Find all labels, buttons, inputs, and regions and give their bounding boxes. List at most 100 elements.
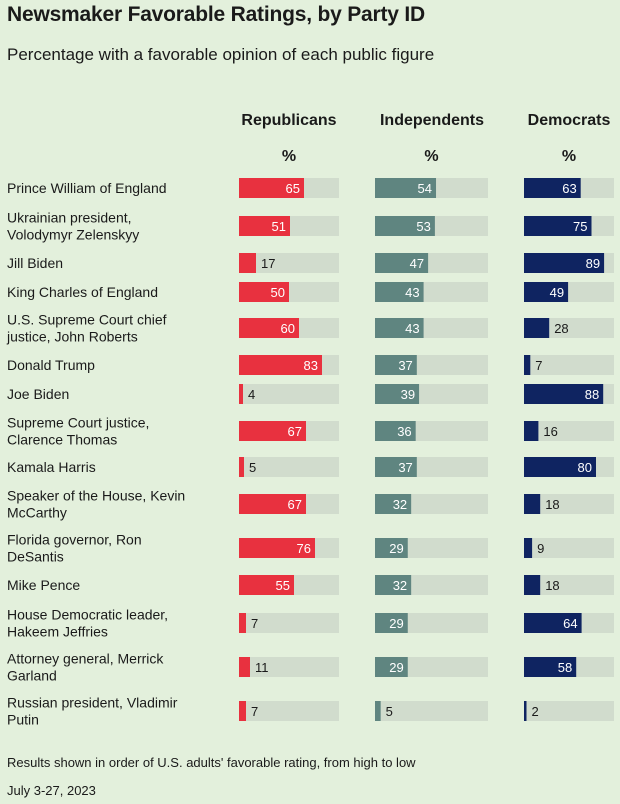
bar-track-democrats — [524, 355, 614, 375]
value-label-independents: 47 — [410, 256, 424, 271]
value-label-democrats: 9 — [537, 541, 544, 556]
bar-republicans-ukrainian-president-volodymyr-zelenskyy — [239, 216, 290, 236]
bar-independents-king-charles-of-england — [375, 282, 424, 302]
row-label-ukrainian-president-volodymyr-zelenskyy: Ukrainian president, Volodymyr Zelenskyy — [7, 210, 139, 243]
bar-republicans-speaker-of-the-house-kevin-mccarthy — [239, 494, 306, 514]
bar-track-republicans — [239, 701, 339, 721]
row-label-house-democratic-leader-hakeem-jeffries: House Democratic leader, Hakeem Jeffries — [7, 607, 168, 640]
bar-independents-house-democratic-leader-hakeem-jeffries — [375, 613, 408, 633]
bar-democrats-mike-pence — [524, 575, 541, 595]
value-label-democrats: 75 — [573, 219, 587, 234]
bar-independents-prince-william-of-england — [375, 178, 437, 198]
footnote-note: Results shown in order of U.S. adults' f… — [7, 755, 416, 770]
value-label-republicans: 60 — [281, 321, 295, 336]
chart-title: Newsmaker Favorable Ratings, by Party ID — [7, 3, 425, 26]
column-header-republicans: Republicans — [241, 112, 337, 129]
bar-independents-supreme-court-justice-clarence-thomas — [375, 421, 416, 441]
bar-track-independents — [375, 701, 488, 721]
percent-header-independents: % — [424, 148, 439, 165]
bar-republicans-kamala-harris — [239, 457, 244, 477]
bar-republicans-king-charles-of-england — [239, 282, 289, 302]
row-label-jill-biden: Jill Biden — [7, 255, 63, 271]
bar-independents-kamala-harris — [375, 457, 417, 477]
bar-track-democrats — [524, 575, 614, 595]
bar-independents-joe-biden — [375, 384, 420, 404]
value-label-democrats: 89 — [586, 256, 600, 271]
value-label-democrats: 7 — [535, 358, 542, 373]
value-label-republicans: 5 — [249, 460, 256, 475]
bar-track-republicans — [239, 457, 339, 477]
bar-republicans-florida-governor-ron-desantis — [239, 538, 315, 558]
bar-democrats-house-democratic-leader-hakeem-jeffries — [524, 613, 582, 633]
bar-republicans-u-s-supreme-court-chief-justice-john-roberts — [239, 318, 299, 338]
value-label-republicans: 17 — [261, 256, 275, 271]
value-label-independents: 43 — [405, 285, 419, 300]
value-label-democrats: 18 — [545, 497, 559, 512]
value-label-republicans: 67 — [288, 424, 302, 439]
value-label-republicans: 50 — [271, 285, 285, 300]
bar-democrats-donald-trump — [524, 355, 531, 375]
value-label-democrats: 16 — [543, 424, 557, 439]
percent-header-democrats: % — [561, 148, 577, 165]
footnote-date: July 3-27, 2023 — [7, 783, 96, 798]
bar-democrats-florida-governor-ron-desantis — [524, 538, 533, 558]
row-label-u-s-supreme-court-chief-justice-john-roberts: U.S. Supreme Court chief justice, John Ro… — [6, 312, 167, 345]
column-header-independents: Independents — [379, 112, 484, 129]
bar-republicans-joe-biden — [239, 384, 243, 404]
bar-track-republicans — [239, 657, 339, 677]
bar-democrats-prince-william-of-england — [524, 178, 581, 198]
value-label-democrats: 64 — [563, 616, 577, 631]
bar-independents-jill-biden — [375, 253, 429, 273]
row-label-kamala-harris: Kamala Harris — [7, 459, 96, 475]
bar-democrats-attorney-general-merrick-garland — [524, 657, 577, 677]
bar-independents-attorney-general-merrick-garland — [375, 657, 408, 677]
value-label-republicans: 7 — [251, 616, 258, 631]
row-label-donald-trump: Donald Trump — [7, 357, 95, 373]
value-label-democrats: 18 — [545, 578, 559, 593]
bar-democrats-joe-biden — [524, 384, 604, 404]
value-label-independents: 39 — [401, 387, 415, 402]
chart-subtitle: Percentage with a favorable opinion of e… — [7, 45, 435, 64]
bar-independents-donald-trump — [375, 355, 417, 375]
value-label-republicans: 11 — [255, 660, 269, 675]
column-header-democrats: Democrats — [527, 112, 611, 129]
value-label-republicans: 65 — [286, 181, 300, 196]
value-label-independents: 29 — [389, 616, 403, 631]
bar-democrats-u-s-supreme-court-chief-justice-john-roberts — [524, 318, 550, 338]
bar-republicans-mike-pence — [239, 575, 294, 595]
row-label-supreme-court-justice-clarence-thomas: Supreme Court justice, Clarence Thomas — [7, 415, 149, 448]
bar-republicans-donald-trump — [239, 355, 322, 375]
value-label-democrats: 28 — [554, 321, 568, 336]
bar-track-republicans — [239, 384, 339, 404]
bar-independents-mike-pence — [375, 575, 412, 595]
bar-independents-u-s-supreme-court-chief-justice-john-roberts — [375, 318, 424, 338]
favorability-bar-chart: Prince William of England 65 54 63Ukrainian… — [6, 178, 614, 728]
value-label-democrats: 49 — [550, 285, 564, 300]
bar-republicans-jill-biden — [239, 253, 256, 273]
value-label-democrats: 58 — [558, 660, 572, 675]
bar-independents-florida-governor-ron-desantis — [375, 538, 408, 558]
value-label-independents: 53 — [416, 219, 430, 234]
row-label-russian-president-vladimir-putin: Russian president, Vladimir Putin — [7, 695, 178, 728]
bar-track-democrats — [524, 494, 614, 514]
value-label-independents: 37 — [398, 358, 412, 373]
bar-track-republicans — [239, 613, 339, 633]
bar-democrats-kamala-harris — [524, 457, 596, 477]
bar-democrats-ukrainian-president-volodymyr-zelenskyy — [524, 216, 592, 236]
value-label-independents: 5 — [386, 704, 393, 719]
value-label-republicans: 67 — [288, 497, 302, 512]
bar-independents-russian-president-vladimir-putin — [375, 701, 381, 721]
value-label-republicans: 83 — [304, 358, 318, 373]
bar-democrats-king-charles-of-england — [524, 282, 569, 302]
value-label-independents: 32 — [393, 578, 407, 593]
row-label-prince-william-of-england: Prince William of England — [7, 180, 167, 196]
bar-republicans-prince-william-of-england — [239, 178, 304, 198]
bar-track-republicans — [239, 253, 339, 273]
bar-republicans-supreme-court-justice-clarence-thomas — [239, 421, 306, 441]
bar-independents-speaker-of-the-house-kevin-mccarthy — [375, 494, 412, 514]
value-label-democrats: 2 — [532, 704, 539, 719]
value-label-republicans: 51 — [272, 219, 286, 234]
bar-republicans-attorney-general-merrick-garland — [239, 657, 250, 677]
bar-democrats-jill-biden — [524, 253, 605, 273]
value-label-democrats: 80 — [578, 460, 592, 475]
